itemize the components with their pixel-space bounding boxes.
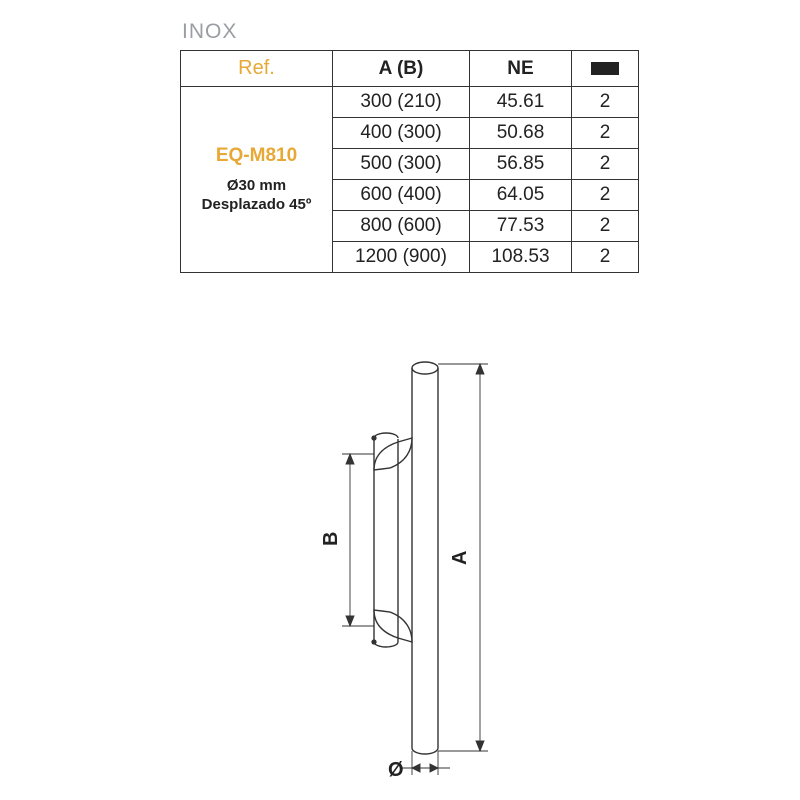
dim-label-diameter: Ø	[388, 759, 404, 780]
technical-diagram: A B Ø	[280, 350, 560, 780]
cell-ne: 64.05	[470, 180, 572, 211]
cell-box: 2	[572, 149, 639, 180]
cell-ne: 108.53	[470, 242, 572, 273]
table-row: EQ-M810 Ø30 mm Desplazado 45º 300 (210) …	[181, 87, 639, 118]
ref-cell: EQ-M810 Ø30 mm Desplazado 45º	[181, 87, 333, 273]
cell-ne: 45.61	[470, 87, 572, 118]
cell-box: 2	[572, 87, 639, 118]
inox-heading: INOX	[182, 20, 639, 44]
cell-ab: 500 (300)	[333, 149, 470, 180]
cell-ne: 77.53	[470, 211, 572, 242]
cell-ab: 400 (300)	[333, 118, 470, 149]
cell-ab: 600 (400)	[333, 180, 470, 211]
col-header-ab-text: A (B)	[379, 58, 424, 79]
cell-ne: 56.85	[470, 149, 572, 180]
ref-sub2: Desplazado 45º	[185, 196, 328, 215]
dim-label-a: A	[449, 551, 471, 565]
dim-label-b: B	[320, 532, 342, 546]
cell-box: 2	[572, 242, 639, 273]
col-header-ne: NE	[470, 51, 572, 87]
col-header-ab: A (B)	[333, 51, 470, 87]
col-header-box	[572, 51, 639, 87]
box-icon	[591, 62, 619, 75]
ref-sub1: Ø30 mm	[185, 177, 328, 196]
cell-ab: 300 (210)	[333, 87, 470, 118]
cell-box: 2	[572, 211, 639, 242]
cell-ab: 800 (600)	[333, 211, 470, 242]
col-header-ne-text: NE	[507, 58, 533, 79]
ref-code: EQ-M810	[185, 145, 328, 167]
col-header-ref: Ref.	[181, 51, 333, 87]
spec-table: Ref. A (B) NE EQ-M810 Ø30 mm Desplazado …	[180, 50, 639, 273]
cell-box: 2	[572, 180, 639, 211]
cell-ne: 50.68	[470, 118, 572, 149]
cell-box: 2	[572, 118, 639, 149]
cell-ab: 1200 (900)	[333, 242, 470, 273]
